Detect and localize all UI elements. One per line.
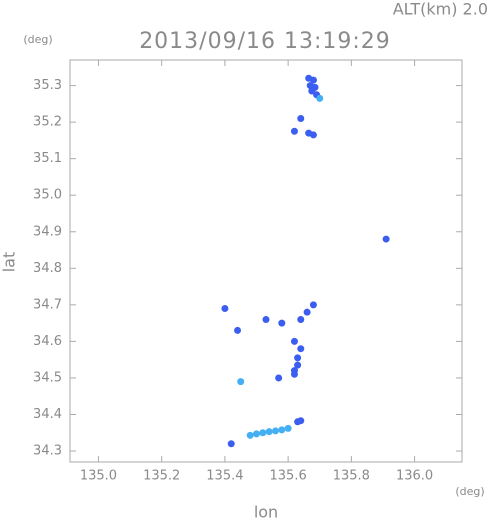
point: [308, 87, 316, 95]
point: [265, 428, 273, 436]
x-axis-label: lon: [254, 503, 278, 521]
point: [297, 114, 305, 122]
point: [309, 76, 317, 84]
point: [382, 235, 390, 243]
subtitle: ALT(km) 2.0: [393, 0, 488, 19]
y-axis-label: lat: [0, 252, 19, 273]
point: [278, 426, 286, 434]
y-tick-label: 35.2: [33, 115, 62, 130]
x-tick-label: 135.4: [206, 469, 243, 484]
point: [271, 427, 279, 435]
point: [290, 127, 298, 135]
point: [234, 326, 242, 334]
point: [316, 94, 324, 102]
y-tick-label: 34.3: [33, 444, 62, 459]
point: [275, 374, 283, 382]
point: [237, 378, 245, 386]
y-tick-label: 35.3: [33, 78, 62, 93]
point: [259, 429, 267, 437]
point: [297, 315, 305, 323]
point: [294, 354, 302, 362]
y-tick-label: 34.7: [33, 297, 62, 312]
point: [262, 315, 270, 323]
x-tick-label: 135.8: [333, 469, 370, 484]
y-tick-label: 34.4: [33, 407, 62, 422]
y-unit: (deg): [23, 33, 52, 46]
point: [246, 431, 254, 439]
y-tick-label: 35.1: [33, 151, 62, 166]
plot-frame: [69, 59, 463, 463]
point: [297, 417, 305, 425]
point: [227, 440, 235, 448]
x-tick-label: 135.0: [80, 469, 117, 484]
y-tick-label: 34.8: [33, 261, 62, 276]
point: [290, 337, 298, 345]
point: [303, 308, 311, 316]
x-tick-label: 135.6: [270, 469, 307, 484]
point: [294, 361, 302, 369]
y-tick-label: 34.5: [33, 370, 62, 385]
x-tick-label: 135.2: [143, 469, 180, 484]
x-tick-label: 136.0: [396, 469, 433, 484]
point: [309, 131, 317, 139]
point: [221, 305, 229, 313]
chart-title: 2013/09/16 13:19:29: [139, 29, 391, 54]
point: [278, 319, 286, 327]
y-tick-label: 35.0: [33, 188, 62, 203]
y-tick-label: 34.9: [33, 224, 62, 239]
point: [309, 301, 317, 309]
y-tick-label: 34.6: [33, 334, 62, 349]
x-unit: (deg): [455, 485, 484, 498]
point: [297, 345, 305, 353]
point: [253, 430, 261, 438]
point: [290, 370, 298, 378]
point: [284, 424, 292, 432]
